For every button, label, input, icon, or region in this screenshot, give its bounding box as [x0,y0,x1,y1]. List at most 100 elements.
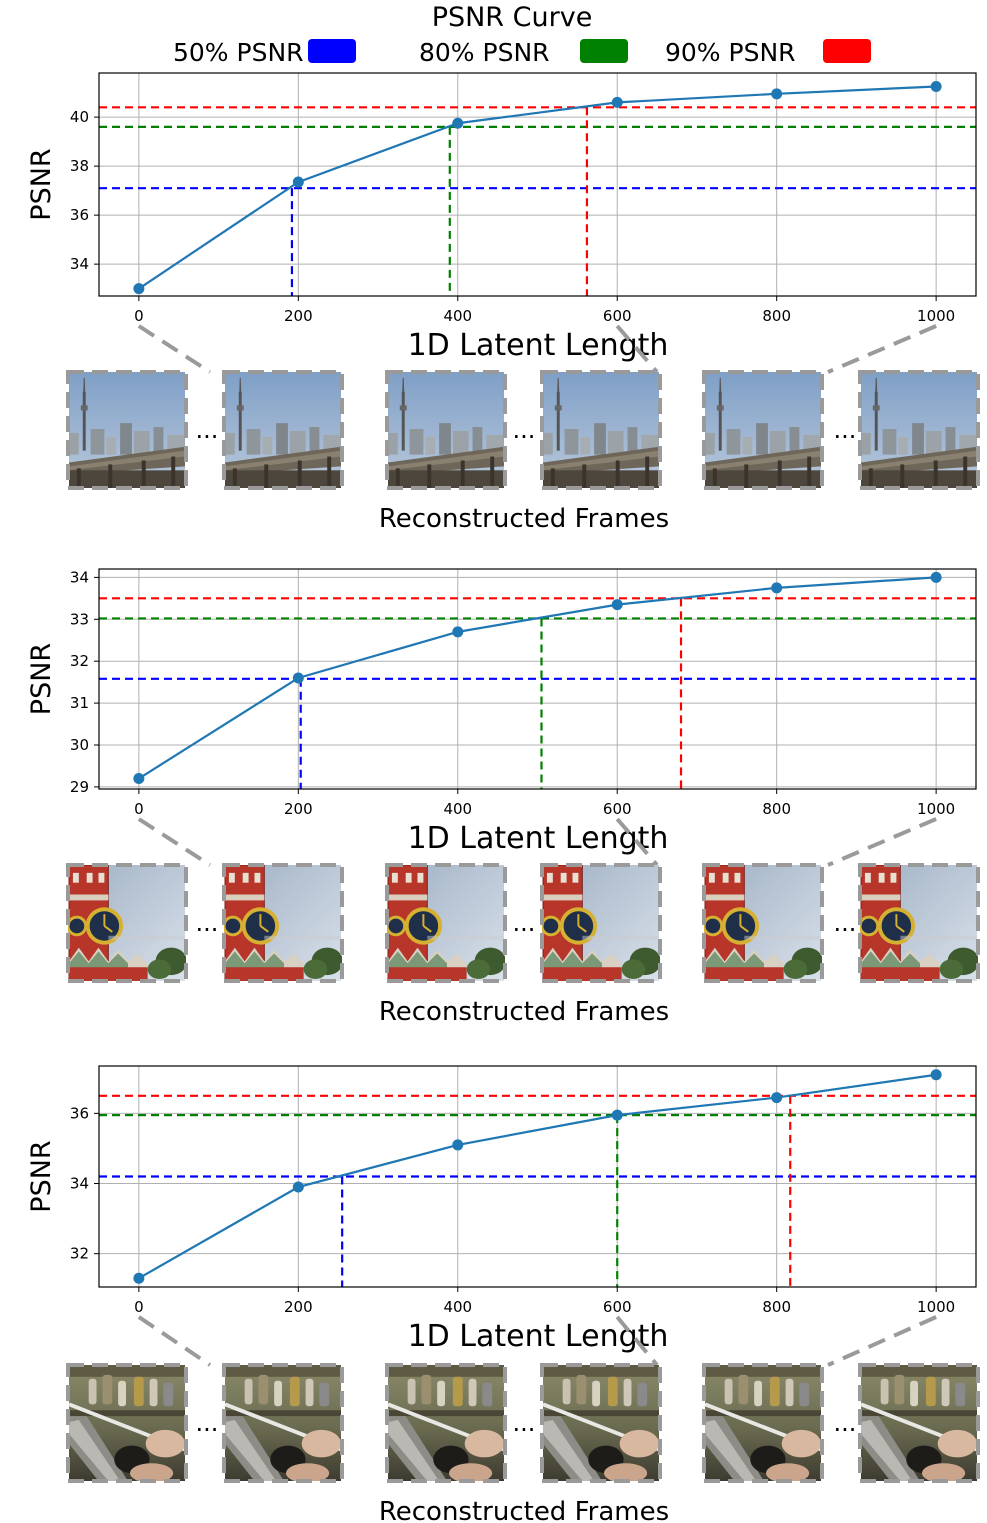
x-tick-label: 0 [134,1298,144,1316]
y-axis-label: PSNR [26,1140,57,1212]
frames-ellipsis: ... [834,416,857,444]
reconstructed-frame-thumbnail [705,372,821,488]
y-tick-label: 31 [70,694,89,712]
data-point [452,1139,464,1151]
reconstructed-frame-thumbnail [861,372,977,488]
data-point [611,96,623,108]
frames-caption: Reconstructed Frames [379,504,669,534]
data-point [452,117,464,129]
frame-border [385,863,507,983]
legend-label-90: 90% PSNR [665,38,796,67]
data-point [930,571,942,583]
legend-label-80: 80% PSNR [419,38,550,67]
data-point [133,773,145,785]
reconstructed-frame-thumbnail [224,865,342,981]
y-tick-label: 30 [70,736,89,754]
psnr-series-line [138,85,937,290]
frames-caption: Reconstructed Frames [379,997,669,1027]
reconstructed-frame-thumbnail [704,1365,822,1481]
x-tick-label: 600 [603,307,632,325]
frames-ellipsis: ... [196,416,219,444]
y-tick-label: 32 [70,652,89,670]
y-tick-label: 32 [70,1245,89,1263]
frame-border [66,370,188,490]
legend-swatch-50 [308,39,356,63]
figure-title: PSNR Curve [432,2,593,33]
x-tick-label: 1000 [917,307,955,325]
data-point [611,1109,623,1121]
frames-ellipsis: ... [196,1409,219,1437]
frame-border [385,1363,507,1483]
frames-ellipsis: ... [513,1409,536,1437]
frame-border [222,1363,344,1483]
data-point [292,672,304,684]
x-tick-label: 400 [443,307,472,325]
reconstructed-frame-thumbnail [542,1365,660,1481]
frame-border [702,1363,824,1483]
x-tick-label: 1000 [917,800,955,818]
zoom-connector [827,324,937,374]
reconstructed-frame-thumbnail [69,372,185,488]
reconstructed-frame-thumbnail [387,865,505,981]
zoom-connector [827,817,937,867]
reconstructed-frame-thumbnail [860,865,978,981]
frame-border [66,1363,188,1483]
frames-ellipsis: ... [513,909,536,937]
frame-border [702,370,824,490]
reconstructed-frame-thumbnail [387,1365,505,1481]
legend-swatch-90 [823,39,871,63]
x-tick-label: 200 [284,307,313,325]
reconstructed-frame-thumbnail [542,865,660,981]
frame-border [702,863,824,983]
data-point [611,599,623,611]
y-tick-label: 33 [70,610,89,628]
frames-caption: Reconstructed Frames [379,1497,669,1523]
frame-border [222,863,344,983]
data-point [930,1069,942,1081]
chart-panel-3: 0 200 400 600 800 1000 32 34 36 PSNR 1D Latent Len… [26,1065,980,1523]
data-point [133,1272,145,1284]
x-tick-label: 800 [762,800,791,818]
reconstructed-frame-thumbnail [224,1365,342,1481]
zoom-connector [137,817,212,867]
chart-panel-2: 0 200 400 600 800 1000 29 30 31 32 33 34 PSNR 1D Late… [26,568,980,1027]
frame-border [66,863,188,983]
y-tick-label: 40 [70,108,89,126]
frame-border [385,370,507,490]
x-tick-label: 1000 [917,1298,955,1316]
reconstructed-frame-thumbnail [68,865,186,981]
psnr-series-line [138,1073,937,1280]
frame-border [540,370,662,490]
x-axis-label: 1D Latent Length [408,821,669,856]
frames-ellipsis: ... [834,909,857,937]
x-tick-label: 0 [134,307,144,325]
plot-frame [98,1065,977,1288]
frame-border [222,370,344,490]
y-axis-label: PSNR [26,148,57,220]
frames-ellipsis: ... [834,1409,857,1437]
data-point [771,1092,783,1104]
x-axis-label: 1D Latent Length [408,328,669,363]
reconstructed-frame-thumbnail [388,372,504,488]
frame-border [858,370,980,490]
y-tick-label: 36 [70,206,89,224]
y-tick-label: 34 [70,255,89,273]
x-tick-label: 800 [762,1298,791,1316]
legend-swatch-80 [580,39,628,63]
data-point [292,176,304,188]
data-point [133,283,145,295]
zoom-connector [137,1315,212,1367]
x-tick-label: 0 [134,800,144,818]
y-tick-label: 34 [70,1175,89,1193]
frame-border [858,863,980,983]
data-point [930,80,942,92]
psnr-series-line [138,576,937,780]
x-tick-label: 600 [603,800,632,818]
plot-frame [98,72,977,297]
x-tick-label: 400 [443,800,472,818]
reconstructed-frame-thumbnail [543,372,659,488]
reconstructed-frame-thumbnail [704,865,822,981]
y-axis-label: PSNR [26,643,57,715]
reconstructed-frame-thumbnail [225,372,341,488]
legend: 50% PSNR 80% PSNR 90% PSNR [173,38,871,67]
